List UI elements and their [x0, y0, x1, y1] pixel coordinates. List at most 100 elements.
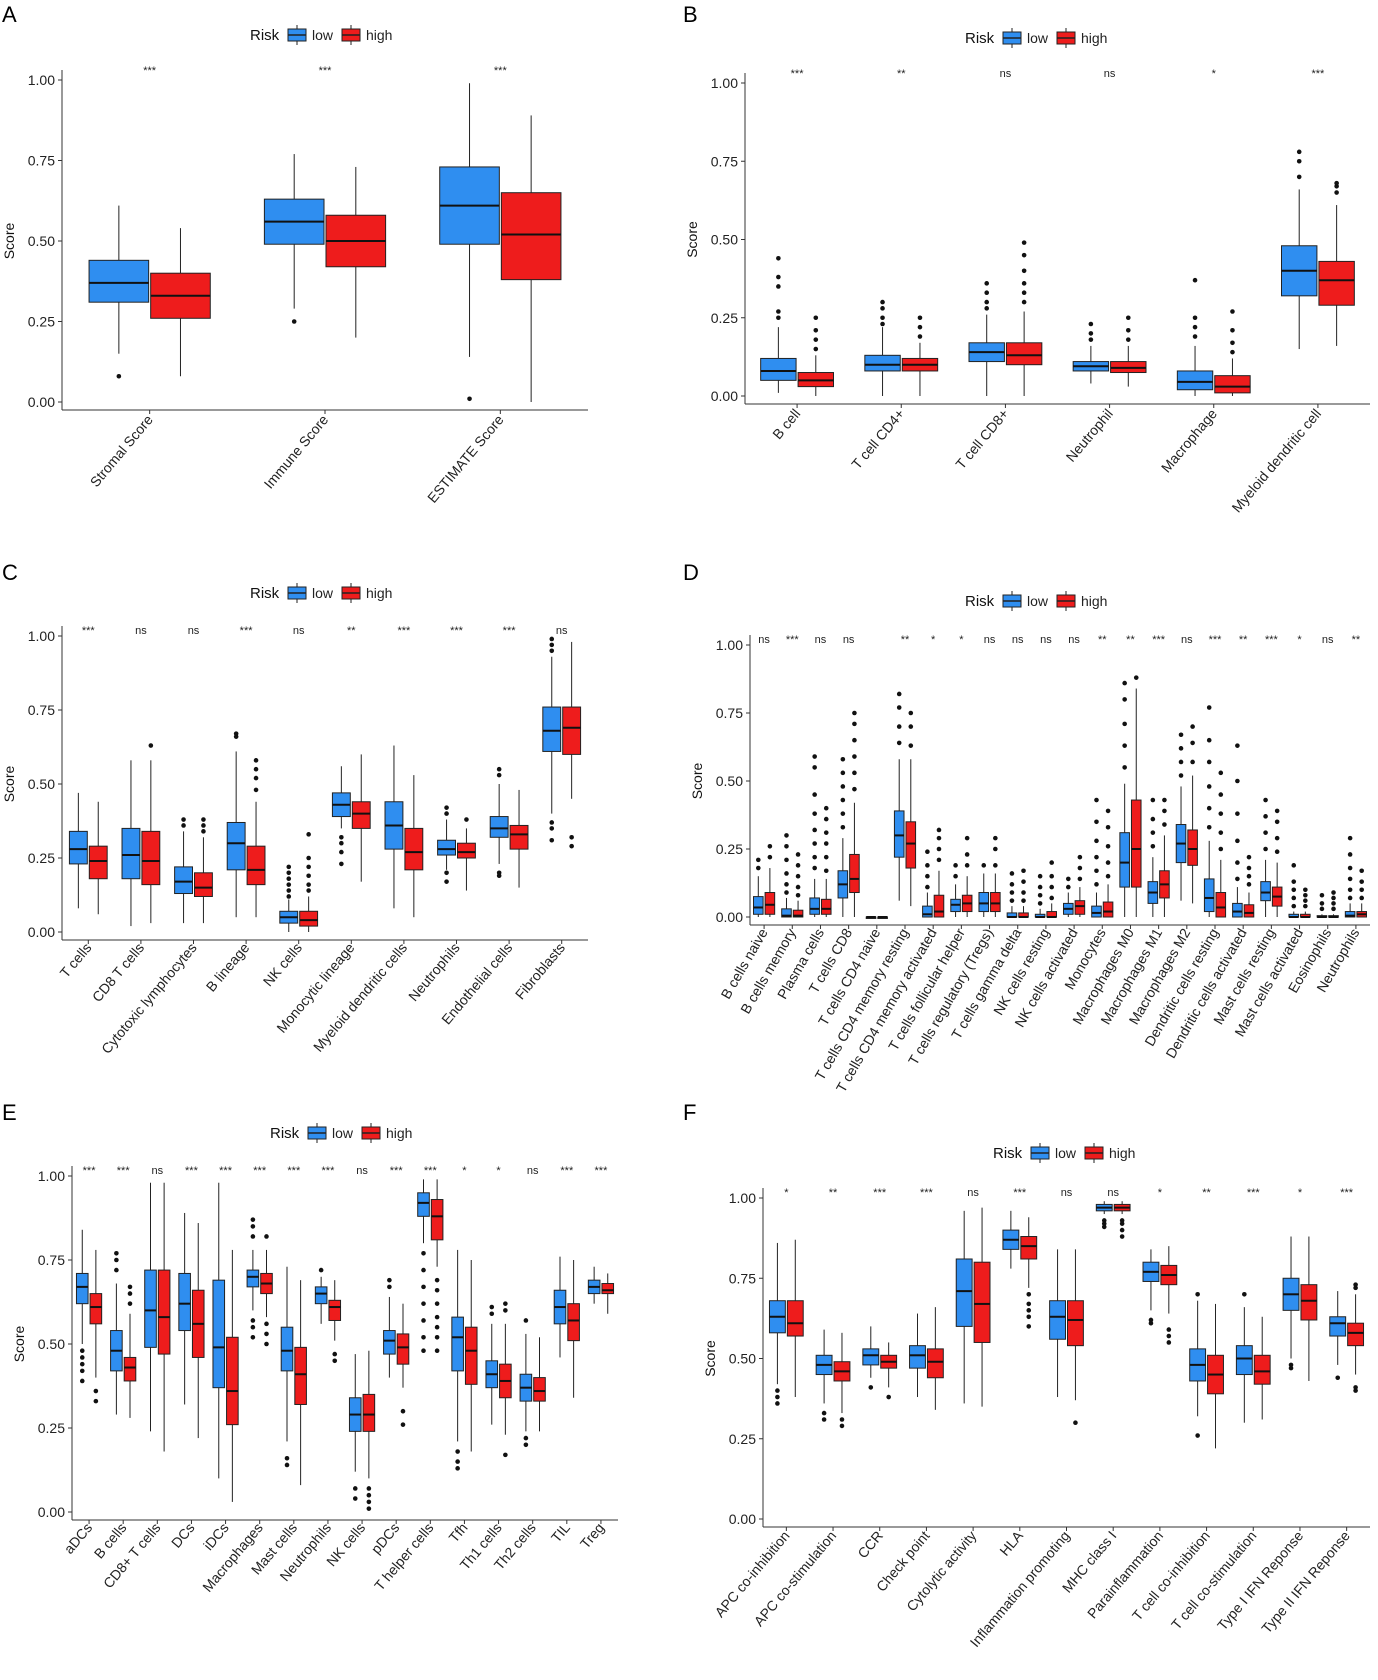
y-tick-label: 0.25 — [711, 310, 738, 326]
outlier-point — [1021, 868, 1026, 874]
x-tick-label: DCs — [168, 1520, 198, 1551]
x-tick-label: Treg — [577, 1520, 607, 1552]
legend-label-high: high — [1081, 593, 1107, 609]
outlier-point — [984, 299, 990, 305]
outlier-point — [1218, 811, 1224, 816]
outlier-point — [284, 1455, 290, 1461]
box-iqr — [990, 892, 1001, 913]
y-tick-label: 0.00 — [28, 394, 55, 410]
x-tick-label: CD8 T cells — [89, 940, 147, 1005]
outlier-point — [756, 857, 761, 863]
legend: Risk low high — [270, 1123, 412, 1143]
outlier-point — [332, 1351, 338, 1357]
outlier-point — [1347, 852, 1353, 857]
box-iqr — [88, 259, 150, 303]
outlier-point — [852, 721, 857, 727]
box-iqr — [1318, 260, 1355, 306]
box-iqr — [1243, 904, 1255, 918]
outlier-point — [1094, 882, 1099, 887]
box-high-6 — [1318, 180, 1355, 346]
outlier-point — [776, 284, 781, 289]
outlier-point — [886, 1394, 891, 1400]
y-axis-title: Score — [689, 763, 705, 800]
y-tick-label: 0.50 — [711, 232, 738, 248]
y-tick-label: 0.50 — [28, 776, 55, 792]
outlier-point — [1230, 349, 1235, 355]
box-iqr — [1300, 1284, 1318, 1321]
outlier-point — [496, 772, 502, 778]
panel-letter: F — [683, 1100, 696, 1125]
outlier-point — [434, 1277, 440, 1283]
x-tick-label: Stromal Score — [87, 411, 156, 489]
outlier-point — [795, 863, 801, 868]
outlier-point — [840, 824, 846, 830]
x-tick-label: T cells — [56, 940, 94, 981]
box-iqr — [299, 910, 319, 927]
box-high-12 — [1074, 854, 1086, 917]
outlier-point — [1049, 895, 1054, 901]
outlier-point — [908, 743, 914, 748]
box-low-7 — [1049, 1249, 1067, 1398]
outlier-point — [286, 888, 292, 893]
significance-label: *** — [873, 1187, 887, 1199]
outlier-point — [823, 868, 829, 874]
outlier-point — [253, 766, 259, 772]
outlier-point — [421, 1348, 426, 1354]
outlier-point — [1353, 1285, 1358, 1291]
box-high-8 — [457, 817, 476, 891]
outlier-point — [421, 1250, 426, 1256]
outlier-point — [201, 829, 206, 834]
outlier-point — [1291, 879, 1297, 884]
outlier-point — [1288, 1362, 1294, 1368]
x-tick-label: T cell co-stimulation — [1168, 1528, 1260, 1633]
outlier-point — [1021, 299, 1027, 305]
significance-label: ** — [347, 625, 356, 637]
significance-label: ** — [1239, 634, 1248, 646]
outlier-point — [549, 642, 555, 648]
y-tick-label: 1.00 — [38, 1168, 65, 1184]
box-high-16 — [601, 1273, 615, 1314]
outlier-point — [1122, 697, 1127, 702]
outlier-point — [1105, 824, 1111, 830]
box-high-13 — [1347, 1282, 1365, 1393]
box-low-9 — [978, 863, 990, 917]
box-high-7 — [933, 827, 945, 918]
outlier-point — [984, 290, 990, 296]
y-tick-label: 0.75 — [28, 702, 55, 718]
box-high-10 — [1207, 1303, 1224, 1449]
outlier-point — [1021, 890, 1026, 895]
outlier-point — [549, 826, 555, 831]
outlier-point — [253, 787, 259, 793]
box-iqr — [437, 839, 456, 856]
outlier-point — [1037, 884, 1043, 890]
significance-label: ns — [556, 625, 568, 637]
significance-label: ns — [293, 625, 305, 637]
x-tick-label: Myeloid dendritic cell — [1228, 406, 1324, 516]
significance-label: *** — [319, 65, 333, 77]
y-tick-label: 1.00 — [711, 75, 738, 91]
outlier-point — [1192, 315, 1198, 321]
box-low-9 — [489, 766, 509, 879]
outlier-point — [1296, 174, 1302, 180]
box-high-3 — [880, 1342, 898, 1400]
box-iqr — [246, 845, 266, 886]
box-low-11 — [417, 1179, 430, 1354]
outlier-point — [1263, 814, 1268, 819]
box-high-1 — [89, 1249, 103, 1404]
box-iqr — [820, 898, 832, 915]
box-low-6 — [331, 766, 351, 867]
y-tick-label: 1.00 — [28, 628, 55, 644]
box-low-15 — [553, 1256, 567, 1358]
outlier-point — [1190, 724, 1195, 729]
outlier-point — [1288, 1365, 1294, 1371]
box-low-6 — [1002, 1210, 1020, 1269]
legend: Risk low high — [965, 591, 1107, 611]
outlier-point — [1206, 784, 1212, 789]
y-tick-label: 0.25 — [38, 1420, 65, 1436]
outlier-point — [1009, 871, 1015, 876]
outlier-point — [286, 876, 292, 882]
outlier-point — [127, 1284, 133, 1290]
significance-label: *** — [920, 1187, 934, 1199]
outlier-point — [823, 816, 829, 822]
